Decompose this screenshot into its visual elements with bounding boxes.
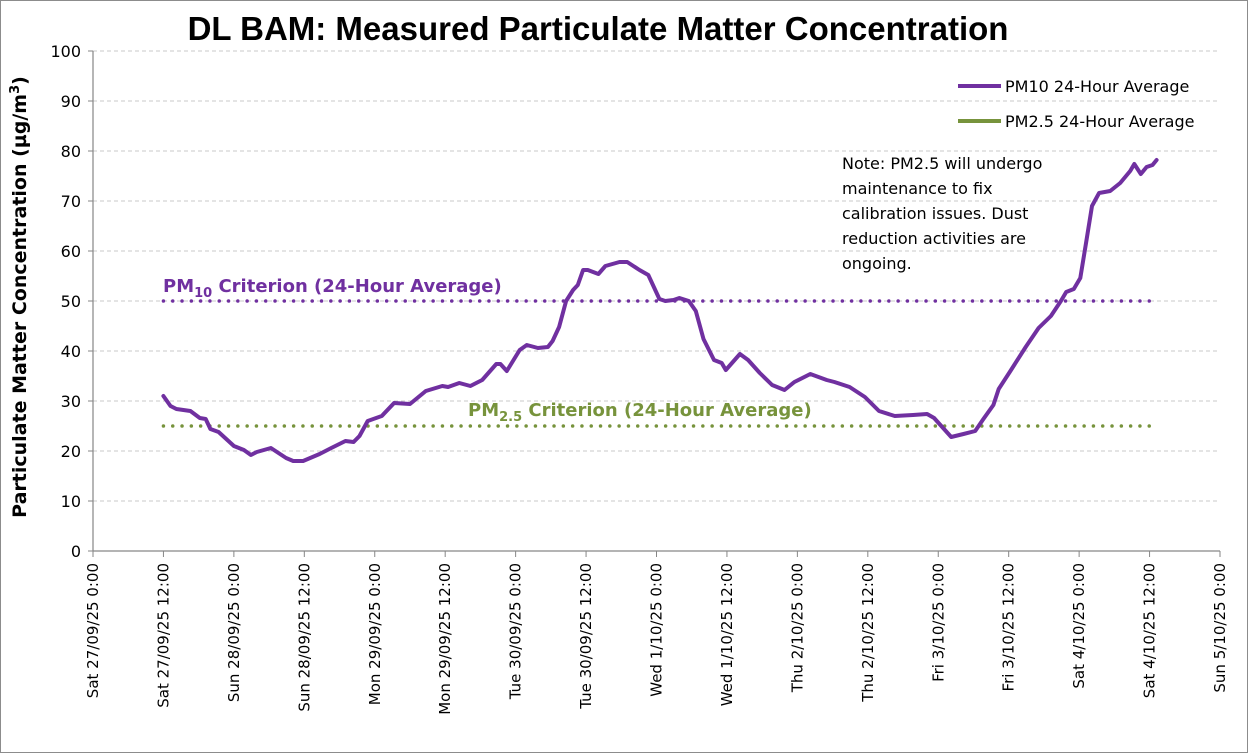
legend-label-pm25: PM2.5 24-Hour Average — [1005, 112, 1194, 131]
x-tick-label: Sat 27/09/25 0:00 — [84, 563, 102, 698]
note-line-5: ongoing. — [842, 254, 912, 273]
y-tick-label: 10 — [61, 492, 81, 511]
y-axis-label-end: ) — [9, 76, 31, 85]
x-tick-label: Sat 4/10/25 0:00 — [1070, 563, 1088, 689]
note-line-4: reduction activities are — [842, 229, 1026, 248]
pm25-criterion-label-rest: Criterion (24-Hour Average) — [522, 400, 812, 421]
reference-lines — [161, 299, 1152, 428]
x-tick-label: Thu 2/10/25 0:00 — [788, 563, 806, 693]
pm25-criterion-label-main: PM — [468, 400, 499, 421]
pm25-criterion-label: PM2.5 Criterion (24-Hour Average) — [468, 400, 812, 425]
note-line-1: Note: PM2.5 will undergo — [842, 154, 1042, 173]
x-tick-label: Mon 29/09/25 12:00 — [436, 563, 454, 715]
x-tick-label: Thu 2/10/25 12:00 — [859, 563, 877, 703]
chart-title: DL BAM: Measured Particulate Matter Conc… — [188, 10, 1009, 47]
series-layer — [161, 158, 1159, 463]
x-axis-ticks: Sat 27/09/25 0:00 Sat 27/09/25 12:00 Sun 2… — [84, 551, 1229, 715]
y-tick-label: 30 — [61, 392, 81, 411]
y-axis-label: Particulate Matter Concentration (µg/m3) — [8, 76, 31, 518]
x-tick-label: Sun 28/09/25 12:00 — [295, 563, 313, 712]
pm10-criterion-label-sub: 10 — [194, 286, 212, 301]
y-tick-label: 50 — [61, 292, 81, 311]
y-tick-label: 0 — [71, 542, 81, 561]
x-tick-label: Tue 30/09/25 0:00 — [507, 563, 525, 700]
y-tick-label: 60 — [61, 242, 81, 261]
axes — [92, 51, 1220, 552]
y-tick-label: 20 — [61, 442, 81, 461]
legend-item-pm25[interactable]: PM2.5 24-Hour Average — [958, 112, 1194, 131]
x-tick-label: Sat 27/09/25 12:00 — [154, 563, 172, 708]
x-tick-label: Wed 1/10/25 12:00 — [718, 563, 736, 706]
x-tick-label: Wed 1/10/25 0:00 — [648, 563, 666, 697]
x-tick-label: Sun 28/09/25 0:00 — [225, 563, 243, 702]
x-tick-label: Sun 5/10/25 0:00 — [1211, 563, 1229, 693]
legend: PM10 24-Hour Average PM2.5 24-Hour Avera… — [958, 77, 1194, 131]
pm10-criterion-label-rest: Criterion (24-Hour Average) — [212, 276, 502, 297]
y-tick-label: 80 — [61, 142, 81, 161]
pm10-criterion-label: PM10 Criterion (24-Hour Average) — [163, 276, 502, 301]
pm10-criterion-label-main: PM — [163, 276, 194, 297]
y-axis-label-main: Particulate Matter Concentration (µg/m — [9, 94, 31, 518]
y-tick-label: 100 — [50, 42, 81, 61]
note-annotation: Note: PM2.5 will undergo maintenance to … — [842, 154, 1042, 273]
gridlines — [93, 50, 1220, 502]
pm25-criterion-label-sub: 2.5 — [499, 410, 522, 425]
x-tick-label: Tue 30/09/25 12:00 — [577, 563, 595, 710]
x-tick-label: Fri 3/10/25 0:00 — [929, 563, 947, 682]
y-tick-label: 40 — [61, 342, 81, 361]
x-tick-label: Sat 4/10/25 12:00 — [1141, 563, 1159, 698]
legend-label-pm10: PM10 24-Hour Average — [1005, 77, 1189, 96]
pm10-series-line — [161, 158, 1159, 463]
y-tick-label: 70 — [61, 192, 81, 211]
y-axis-label-sup: 3 — [8, 85, 23, 94]
y-axis-ticks: 0 10 20 30 40 50 60 70 80 90 100 — [50, 42, 93, 561]
x-tick-label: Fri 3/10/25 12:00 — [1000, 563, 1018, 691]
y-tick-label: 90 — [61, 92, 81, 111]
x-tick-label: Mon 29/09/25 0:00 — [366, 563, 384, 705]
legend-item-pm10[interactable]: PM10 24-Hour Average — [958, 77, 1189, 96]
note-line-3: calibration issues. Dust — [842, 204, 1028, 223]
note-line-2: maintenance to fix — [842, 179, 993, 198]
